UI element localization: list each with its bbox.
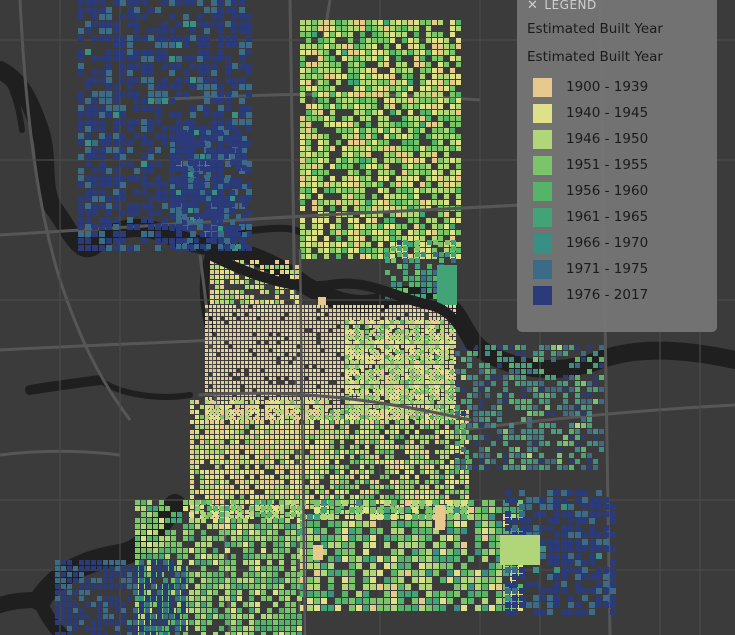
legend-swatch (533, 285, 552, 305)
legend-swatch (533, 155, 552, 175)
legend-item: 1971 - 1975 (533, 256, 648, 282)
legend-item: 1900 - 1939 (533, 74, 648, 100)
legend-swatch (533, 233, 552, 253)
legend-swatch (533, 129, 552, 149)
legend-item: 1946 - 1950 (533, 126, 648, 152)
legend-list: 1900 - 1939 1940 - 1945 1946 - 1950 1951… (533, 74, 648, 308)
legend-item-label: 1976 - 2017 (566, 287, 649, 303)
legend-item-label: 1946 - 1950 (566, 131, 649, 147)
legend-item-label: 1940 - 1945 (566, 105, 649, 121)
road-overlay (198, 203, 522, 635)
legend-item: 1976 - 2017 (533, 282, 648, 308)
legend-swatch (533, 103, 552, 123)
collapse-icon[interactable]: ✕ (527, 0, 539, 13)
legend-panel: ✕ LEGEND Estimated Built Year Estimated B… (517, 0, 717, 332)
legend-item-label: 1956 - 1960 (566, 183, 649, 199)
parcel-layer (55, 0, 616, 635)
legend-item: 1966 - 1970 (533, 230, 648, 256)
legend-item: 1951 - 1955 (533, 152, 648, 178)
legend-header-label: LEGEND (544, 0, 597, 12)
legend-swatch (533, 77, 552, 97)
legend-item: 1961 - 1965 (533, 204, 648, 230)
legend-layer-title: Estimated Built Year (527, 21, 663, 37)
legend-header[interactable]: ✕ LEGEND (527, 0, 597, 13)
legend-item-label: 1961 - 1965 (566, 209, 649, 225)
legend-field-title: Estimated Built Year (527, 49, 663, 65)
legend-item: 1940 - 1945 (533, 100, 648, 126)
legend-swatch (533, 181, 552, 201)
legend-item-label: 1900 - 1939 (566, 79, 649, 95)
legend-item: 1956 - 1960 (533, 178, 648, 204)
legend-item-label: 1966 - 1970 (566, 235, 649, 251)
legend-item-label: 1951 - 1955 (566, 157, 649, 173)
legend-item-label: 1971 - 1975 (566, 261, 649, 277)
legend-swatch (533, 259, 552, 279)
legend-swatch (533, 207, 552, 227)
